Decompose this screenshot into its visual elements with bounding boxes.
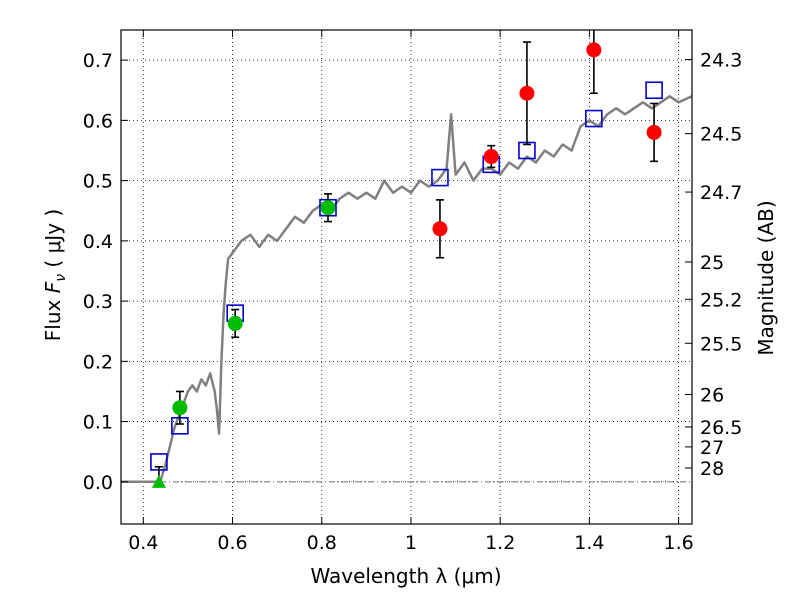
y-tick-label: 0.2 [83,351,113,373]
x-tick-label: 1 [405,532,417,554]
observed-red-point [586,42,602,58]
y-tick-label: 0.0 [83,472,113,494]
axes: 0.4 0.6 0.8 1 1.2 1.4 1.6 0.0 0.1 0.2 0.3 0.4 0.5 0.6… [83,29,742,554]
model-spectrum-line [121,95,692,484]
upper-limit-triangle [151,474,166,488]
x-tick-label: 1.6 [664,532,694,554]
model-photometry-square [585,109,603,128]
y-axis-label: Flux Fν ( μJy ) [41,209,69,341]
mag-tick-label: 24.7 [700,182,742,204]
y-tick-label: 0.7 [83,50,113,72]
model-photometry-square [431,168,449,187]
y-axis-label-subscript: ν [53,274,69,282]
mag-tick-label: 25.5 [700,333,742,355]
y-axis-label-unit: ( μJy ) [41,209,65,274]
observed-red-point [483,149,499,165]
y-tick-label: 0.4 [83,231,113,253]
y2-axis-label: Magnitude (AB) [754,200,778,355]
grid-lines [121,30,692,524]
observed-red-point [432,221,448,237]
y-tick-label: 0.1 [83,412,113,434]
observed-green-point [172,400,188,416]
x-axis-label: Wavelength λ (μm) [310,564,501,588]
y-axis-label-symbol: F [41,281,65,293]
x-tick-label: 1.4 [574,532,604,554]
model-photometry-square [645,81,663,100]
x-tick-label: 0.8 [307,532,337,554]
observed-red-point [646,124,662,140]
mag-tick-label: 24.5 [700,124,742,146]
mag-tick-label: 28 [700,458,724,480]
x-tick-label: 0.6 [217,532,247,554]
x-tick-label: 1.2 [485,532,515,554]
observed-green-point [320,200,336,216]
mag-tick-label: 27 [700,437,724,459]
y-tick-label: 0.6 [83,110,113,132]
mag-tick-label: 26.5 [700,417,742,439]
y-tick-label: 0.5 [83,171,113,193]
observed-red-point [519,85,535,101]
y-tick-label: 0.3 [83,291,113,313]
mag-tick-label: 24.3 [700,50,742,72]
x-tick-label: 0.4 [128,532,158,554]
observed-green-point [227,315,243,331]
y-axis-label-prefix: Flux [41,293,65,341]
mag-tick-label: 25.2 [700,289,742,311]
mag-tick-label: 25 [700,252,724,274]
plot-area [121,30,692,488]
mag-tick-label: 26 [700,384,724,406]
plot-frame [120,29,693,525]
